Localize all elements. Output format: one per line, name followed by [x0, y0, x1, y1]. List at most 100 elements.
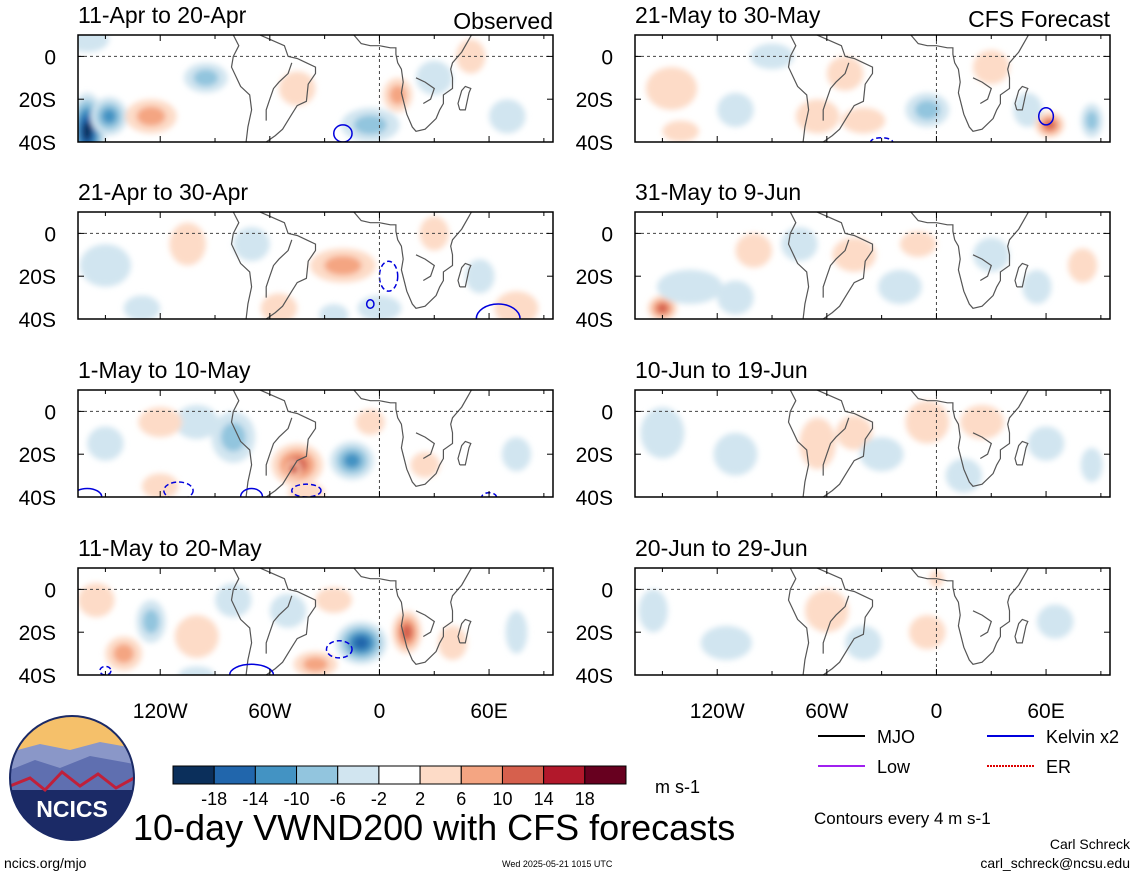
- colorbar-tick-label: -14: [242, 789, 268, 809]
- x-tick-label: 0: [374, 700, 386, 723]
- anomaly-blob: [138, 407, 183, 438]
- anomaly-blob: [700, 625, 752, 661]
- colorbar-tick-label: -10: [284, 789, 310, 809]
- y-tick-label: 40S: [576, 309, 613, 332]
- anomaly-blob: [123, 295, 161, 319]
- panel-date-label: 21-May to 30-May: [635, 2, 821, 28]
- anomaly-blob: [638, 589, 668, 633]
- coastline: [258, 390, 317, 497]
- anomaly-blob: [357, 295, 402, 319]
- coastline: [815, 390, 874, 497]
- coastline: [822, 595, 850, 654]
- anomaly-blob: [353, 636, 369, 650]
- coastline: [972, 254, 993, 282]
- panel-frame: [77, 567, 554, 676]
- anomaly-blob: [269, 593, 307, 628]
- anomaly-blob: [169, 222, 206, 266]
- kelvin-contour: [325, 640, 353, 659]
- coastline: [1014, 262, 1029, 288]
- anomaly-blob: [324, 255, 362, 276]
- y-tick-label: 40S: [19, 132, 56, 155]
- anomaly-blob: [353, 115, 387, 135]
- coastline: [415, 254, 436, 282]
- anomaly-blob: [141, 473, 179, 497]
- kelvin-contour: [239, 487, 264, 497]
- coastline: [972, 77, 993, 105]
- anomaly-blob: [804, 589, 849, 633]
- anomaly-blob: [79, 244, 131, 287]
- anomaly-blob: [193, 69, 219, 87]
- anomaly-field: [78, 582, 528, 675]
- colorbar-tick-label: -2: [371, 789, 387, 809]
- y-tick-label: 0: [601, 579, 613, 602]
- x-tick-label: 120W: [133, 700, 188, 723]
- coastline: [258, 212, 317, 319]
- anomaly-blob: [1080, 447, 1103, 483]
- anomaly-blob: [781, 226, 818, 262]
- anomaly-blob: [877, 269, 922, 305]
- anomaly-blob: [909, 615, 946, 650]
- coastline: [265, 62, 293, 121]
- anomaly-blob: [644, 241, 681, 268]
- y-tick-label: 0: [601, 401, 613, 424]
- colorbar-tick-label: 2: [415, 789, 425, 809]
- anomaly-blob: [178, 666, 216, 675]
- coastline: [1014, 618, 1029, 644]
- site-link[interactable]: ncics.org/mjo: [4, 855, 87, 871]
- panel-frame: [634, 34, 1111, 143]
- coastline: [348, 390, 473, 487]
- kelvin-contour: [78, 487, 103, 497]
- author-email[interactable]: carl_schreck@ncsu.edu: [980, 855, 1130, 871]
- anomaly-blob: [113, 643, 134, 664]
- panel-frame: [634, 567, 1111, 676]
- colorbar-swatch: [378, 765, 421, 785]
- kelvin-contour: [333, 124, 353, 142]
- anomaly-blob: [78, 35, 110, 53]
- y-tick-label: 40S: [576, 487, 613, 510]
- anomaly-blob: [662, 120, 699, 142]
- panel-1-2: 0 20S 40S 10-Jun to 19-Jun: [576, 357, 1111, 510]
- x-tick-label: 0: [931, 700, 943, 723]
- y-tick-label: 20S: [576, 89, 613, 112]
- coastlines: [78, 390, 498, 497]
- legend-label: ER: [1046, 757, 1071, 777]
- coastline: [822, 239, 850, 298]
- anomaly-blob: [899, 231, 937, 257]
- panel-date-label: 20-Jun to 29-Jun: [635, 535, 808, 561]
- anomaly-blob: [220, 422, 246, 452]
- anomaly-blob: [410, 452, 440, 478]
- y-tick-label: 40S: [19, 665, 56, 688]
- coastlines: [787, 390, 1030, 497]
- anomaly-blob: [795, 99, 840, 134]
- coastline: [265, 239, 293, 298]
- coastline: [457, 262, 472, 288]
- y-tick-label: 0: [601, 223, 613, 246]
- anomaly-blob: [914, 100, 940, 120]
- coastline: [815, 35, 874, 142]
- coastline: [258, 568, 317, 675]
- coastline: [265, 417, 293, 476]
- anomaly-blob: [1022, 269, 1052, 305]
- anomaly-blob: [841, 107, 886, 134]
- panel-date-label: 1-May to 10-May: [78, 357, 251, 383]
- y-tick-label: 20S: [576, 444, 613, 467]
- coastline: [972, 610, 993, 638]
- kelvin-contour: [378, 260, 399, 292]
- coastline: [905, 35, 1030, 132]
- panel-0-1: 0 20S 40S 21-Apr to 30-Apr: [19, 179, 554, 332]
- x-tick-label: 60E: [1027, 700, 1064, 723]
- anomaly-blob: [315, 587, 353, 613]
- legend: MJO Kelvin x2 Low ER: [818, 727, 1119, 777]
- anomaly-blob: [859, 437, 904, 472]
- anomaly-blob: [82, 121, 92, 141]
- y-tick-label: 20S: [19, 89, 56, 112]
- anomaly-blob: [355, 409, 385, 435]
- coastline: [972, 432, 993, 460]
- colorbar-swatch: [419, 765, 462, 785]
- panel-1-0: 0 20S 40S 21-May to 30-May: [576, 2, 1111, 155]
- coastline: [822, 62, 850, 121]
- x-tick-label: 60W: [805, 700, 848, 723]
- coastline: [230, 212, 253, 319]
- coastline: [787, 568, 810, 675]
- anomaly-blob: [136, 106, 166, 126]
